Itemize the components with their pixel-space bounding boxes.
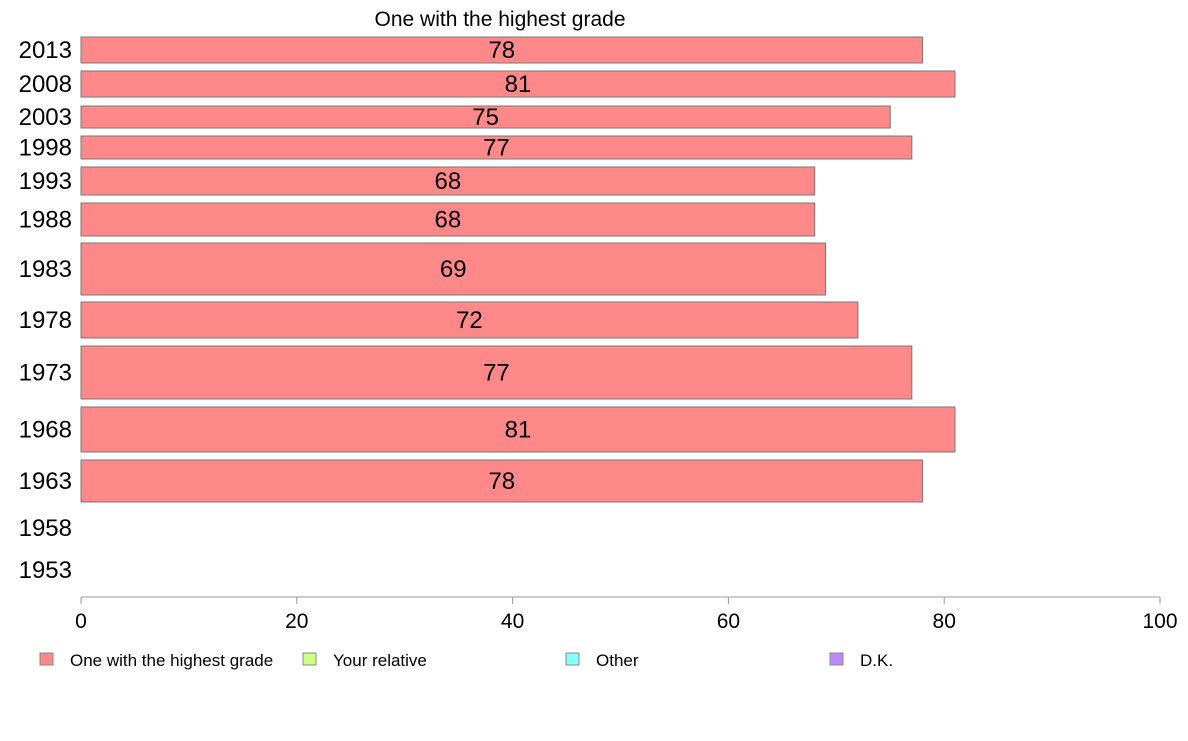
y-tick-label: 2008	[19, 71, 72, 98]
bar	[80, 36, 924, 64]
y-tick-label: 1968	[19, 417, 72, 444]
bar-value-label: 72	[456, 307, 483, 334]
y-tick-label: 1978	[19, 307, 72, 334]
legend-swatch	[829, 652, 844, 666]
bar	[80, 301, 859, 339]
x-tick-label: 80	[933, 610, 956, 633]
y-tick-label: 2003	[19, 104, 72, 131]
legend-swatch	[39, 652, 54, 666]
x-axis: 0 20 40 60 80 100	[75, 596, 1178, 633]
legend-label: Your relative	[333, 651, 427, 670]
bar	[80, 135, 913, 160]
bar	[80, 166, 816, 196]
bar	[80, 345, 913, 400]
x-tick-label: 0	[75, 610, 87, 633]
y-tick-label: 1958	[19, 515, 72, 542]
legend-label: One with the highest grade	[70, 651, 273, 670]
x-tick-label: 20	[285, 610, 308, 633]
legend-label: D.K.	[860, 651, 893, 670]
bar-value-label: 77	[483, 360, 510, 387]
y-tick-label: 1988	[19, 207, 72, 234]
legend: One with the highest grade Your relative O…	[39, 651, 893, 670]
bar-value-label: 75	[472, 104, 499, 131]
bar-value-label: 81	[505, 71, 532, 98]
bar-value-label: 81	[505, 417, 532, 444]
bar-value-label: 69	[440, 256, 467, 283]
y-tick-label: 1983	[19, 256, 72, 283]
bar	[80, 406, 956, 453]
bar	[80, 459, 924, 503]
y-axis-labels: 2013 2008 2003 1998 1993 1988 1983 1978 1973 1968…	[19, 37, 72, 584]
chart-title: One with the highest grade	[375, 8, 626, 31]
bar	[80, 70, 956, 98]
y-tick-label: 1998	[19, 135, 72, 162]
bar-value-label: 68	[435, 168, 462, 195]
y-tick-label: 1963	[19, 468, 72, 495]
x-tick-label: 60	[717, 610, 740, 633]
bar	[80, 242, 827, 296]
x-tick-label: 40	[501, 610, 524, 633]
y-tick-label: 1993	[19, 168, 72, 195]
bar-value-label: 78	[488, 37, 515, 64]
legend-label: Other	[596, 651, 639, 670]
y-tick-label: 2013	[19, 37, 72, 64]
y-tick-label: 1973	[19, 360, 72, 387]
x-tick-label: 100	[1142, 610, 1177, 633]
y-tick-label: 1953	[19, 557, 72, 584]
bar-value-label: 78	[488, 468, 515, 495]
bar	[80, 105, 891, 129]
bar-value-label: 77	[483, 135, 510, 162]
bar-value-label: 68	[435, 207, 462, 234]
legend-swatch	[302, 652, 317, 666]
bar	[80, 202, 816, 237]
legend-swatch	[565, 652, 580, 666]
